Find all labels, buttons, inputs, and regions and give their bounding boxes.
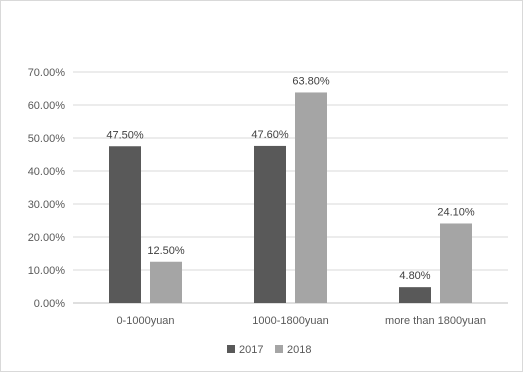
data-label: 47.50%: [106, 129, 144, 141]
x-axis-categories: 0-1000yuan 1000-1800yuan more than 1800yua…: [116, 315, 486, 327]
bar-2017: [399, 287, 431, 303]
legend-swatch-2017: [227, 345, 235, 353]
data-label: 4.80%: [399, 270, 430, 282]
data-labels: 47.50% 12.50% 47.60% 63.80% 4.80% 24.10%: [106, 75, 475, 282]
y-axis-ticks: 0.00% 10.00% 20.00% 30.00% 40.00% 50.00% 60.00…: [28, 67, 66, 310]
bar-2018: [150, 261, 182, 303]
y-tick-label: 50.00%: [28, 133, 66, 145]
bar-2017: [254, 145, 286, 303]
y-tick-label: 40.00%: [28, 166, 66, 178]
y-tick-label: 10.00%: [28, 265, 66, 277]
y-tick-label: 20.00%: [28, 232, 66, 244]
category-label: 1000-1800yuan: [252, 315, 328, 327]
legend-swatch-2018: [275, 345, 283, 353]
category-label: more than 1800yuan: [385, 315, 486, 327]
gridlines: [73, 71, 508, 304]
y-tick-label: 60.00%: [28, 100, 66, 112]
y-tick-label: 30.00%: [28, 199, 66, 211]
y-tick-label: 70.00%: [28, 67, 66, 79]
bar-2018: [295, 92, 327, 304]
legend-label-2018: 2018: [287, 344, 311, 356]
bar-2018: [440, 223, 472, 303]
data-label: 63.80%: [292, 75, 330, 87]
bars: [109, 92, 472, 304]
data-label: 47.60%: [251, 129, 289, 141]
bar-2017: [109, 146, 141, 303]
category-label: 0-1000yuan: [116, 315, 174, 327]
data-label: 12.50%: [147, 245, 185, 257]
y-tick-label: 0.00%: [34, 298, 65, 310]
data-label: 24.10%: [437, 206, 475, 218]
legend-label-2017: 2017: [239, 344, 263, 356]
legend: 2017 2018: [227, 344, 311, 356]
